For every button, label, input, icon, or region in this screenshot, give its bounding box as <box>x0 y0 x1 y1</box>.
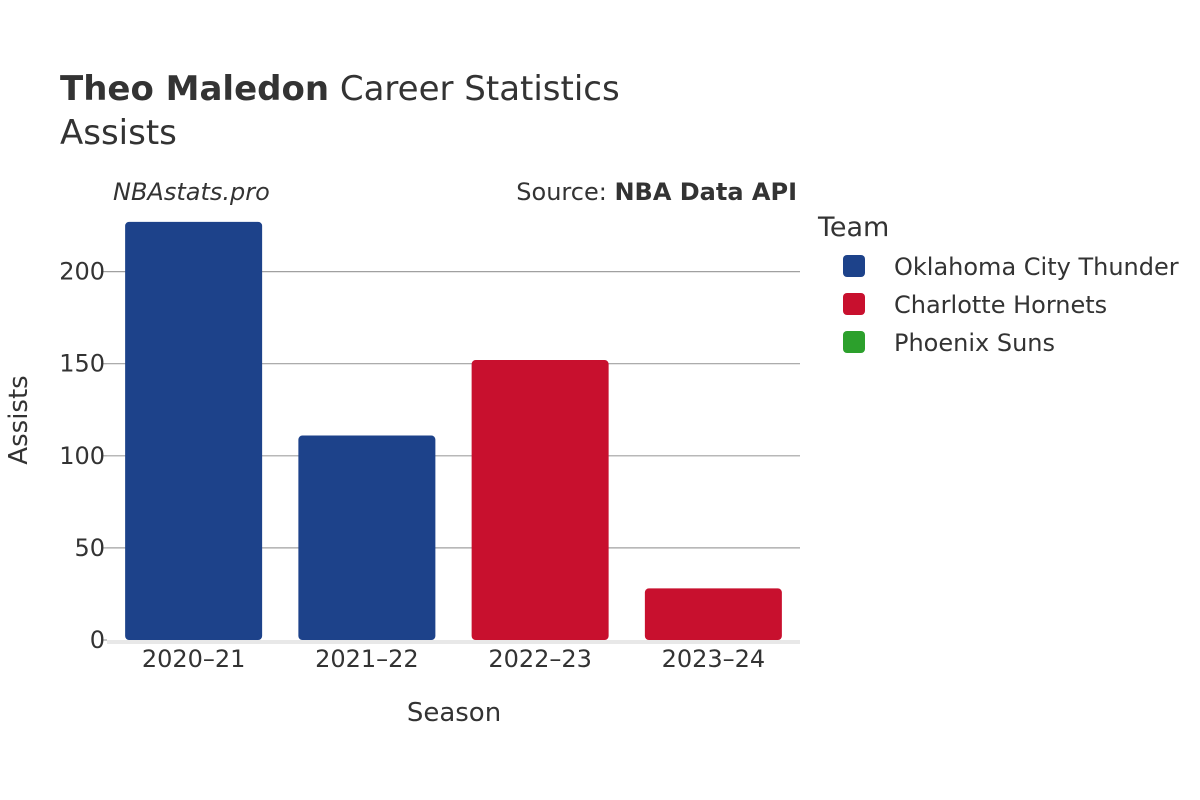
axes: 0 50 100 150 200 2020–21 2021–22 2022–23 2023–24 <box>59 258 800 673</box>
legend-label[interactable]: Phoenix Suns <box>894 329 1055 357</box>
x-tick-label: 2023–24 <box>662 645 766 673</box>
y-tick-label: 150 <box>59 350 105 378</box>
chart-title-rest: Career Statistics <box>329 69 620 109</box>
y-tick-label: 100 <box>59 442 105 470</box>
chart-title-bold: Theo Maledon <box>60 69 329 109</box>
x-tick-label: 2020–21 <box>142 645 246 673</box>
bars <box>125 221 782 640</box>
y-tick-label: 50 <box>74 534 105 562</box>
legend-swatch[interactable] <box>843 255 865 277</box>
legend-label[interactable]: Charlotte Hornets <box>894 291 1107 319</box>
x-axis-line <box>107 640 800 644</box>
legend-swatch[interactable] <box>843 293 865 315</box>
bar-2023–24[interactable] <box>644 588 782 640</box>
x-axis-title: Season <box>407 698 501 728</box>
bar-2021–22[interactable] <box>298 435 436 640</box>
legend-title: Team <box>817 212 889 243</box>
x-tick-label: 2022–23 <box>488 645 592 673</box>
bar-2020–21[interactable] <box>125 221 263 640</box>
legend-label[interactable]: Oklahoma City Thunder <box>894 253 1179 281</box>
legend: Team Oklahoma City Thunder Charlotte Horn… <box>817 212 1179 357</box>
source-text: Source: NBA Data API <box>516 178 797 206</box>
watermark: NBAstats.pro <box>113 178 270 206</box>
y-tick-label: 200 <box>59 258 105 286</box>
legend-swatch[interactable] <box>843 331 865 353</box>
chart-subtitle: Assists <box>60 113 177 153</box>
bar-2022–23[interactable] <box>471 360 609 640</box>
y-tick-label: 0 <box>90 626 105 654</box>
source-name: NBA Data API <box>614 178 797 206</box>
y-axis-title: Assists <box>4 375 34 464</box>
x-tick-label: 2021–22 <box>315 645 419 673</box>
source-prefix: Source: <box>516 178 614 206</box>
chart-title: Theo Maledon Career Statistics <box>60 69 620 109</box>
